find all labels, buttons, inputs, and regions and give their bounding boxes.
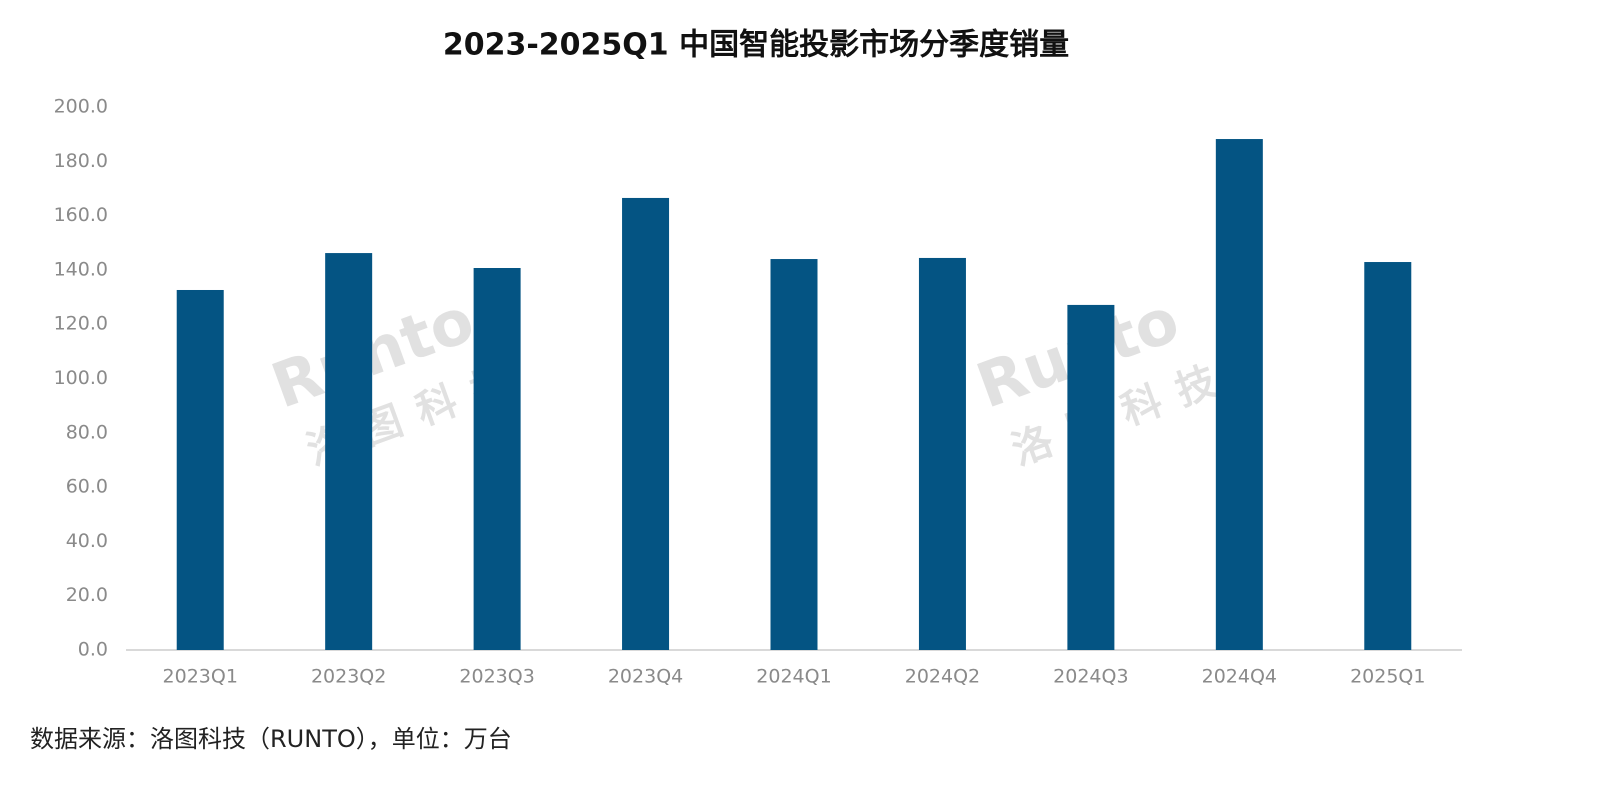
x-tick-label: 2023Q4 (608, 666, 683, 688)
y-tick-label: 100.0 (54, 367, 108, 389)
chart-title: 2023-2025Q1 中国智能投影市场分季度销量 (443, 28, 1069, 63)
bar (1067, 304, 1115, 650)
bar (473, 267, 521, 650)
y-tick-label: 20.0 (66, 584, 108, 606)
y-tick-label: 80.0 (66, 421, 108, 443)
y-tick-label: 160.0 (54, 204, 108, 226)
bar (770, 259, 818, 650)
x-tick-label: 2024Q3 (1053, 666, 1128, 688)
x-tick-label: 2023Q1 (163, 666, 238, 688)
y-tick-label: 60.0 (66, 476, 108, 498)
x-tick-label: 2023Q3 (459, 666, 534, 688)
bar (176, 289, 224, 650)
y-tick-label: 180.0 (54, 150, 108, 172)
x-tick-label: 2024Q4 (1202, 666, 1277, 688)
bar (918, 257, 966, 650)
y-tick-label: 200.0 (54, 96, 108, 118)
bar (622, 197, 670, 650)
x-tick-label: 2024Q1 (756, 666, 831, 688)
y-tick-label: 120.0 (54, 313, 108, 335)
x-tick-label: 2023Q2 (311, 666, 386, 688)
y-tick-label: 40.0 (66, 530, 108, 552)
x-tick-label: 2025Q1 (1350, 666, 1425, 688)
bar (1364, 262, 1412, 650)
x-tick-label: 2024Q2 (905, 666, 980, 688)
bar (1215, 139, 1263, 651)
bar (325, 253, 373, 650)
y-tick-label: 140.0 (54, 258, 108, 280)
source-note: 数据来源：洛图科技（RUNTO），单位：万台 (30, 725, 512, 753)
y-tick-label: 0.0 (78, 639, 108, 661)
